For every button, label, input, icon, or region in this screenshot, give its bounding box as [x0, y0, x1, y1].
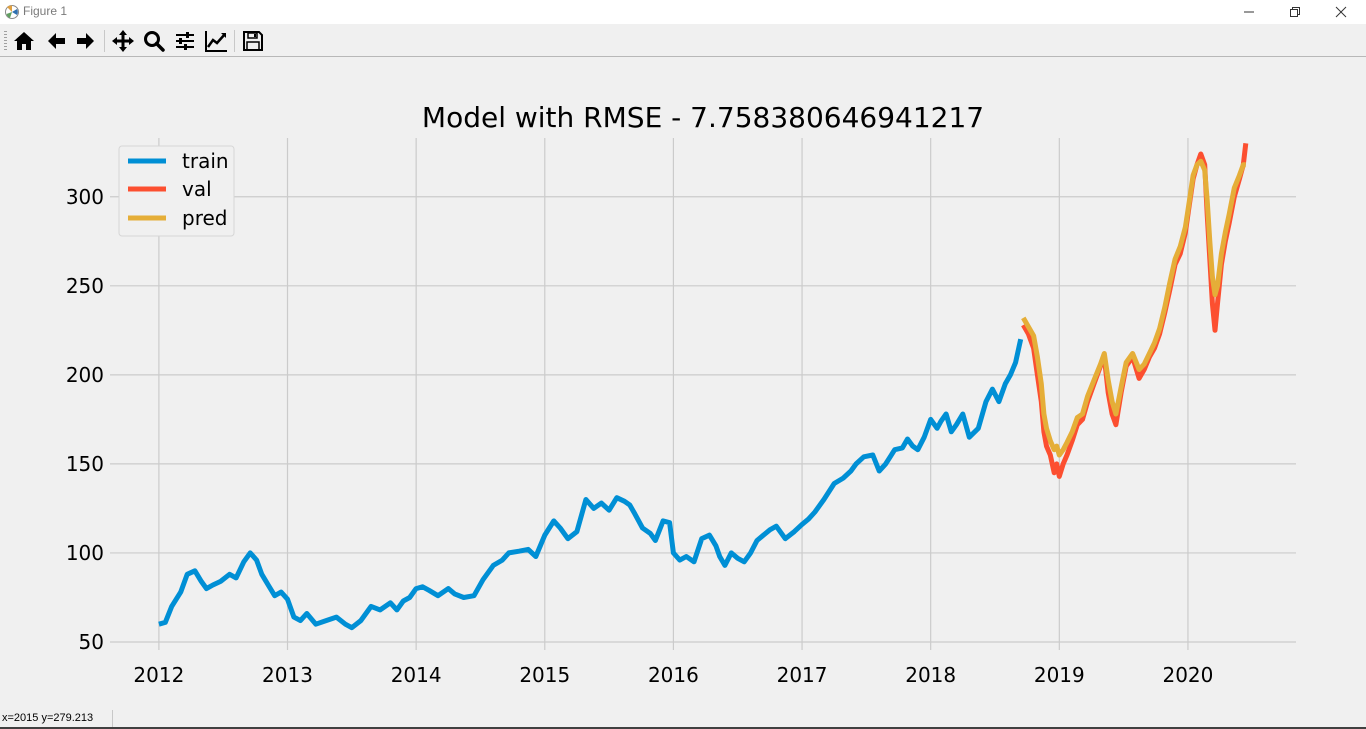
- data-series: [158, 143, 1249, 631]
- legend-label-train: train: [182, 149, 229, 173]
- series-line-val: [1021, 143, 1249, 479]
- chart-title: Model with RMSE - 7.758380646941217: [422, 101, 984, 134]
- y-tick-label: 100: [66, 541, 104, 565]
- maximize-icon: [1290, 7, 1300, 17]
- home-icon: [14, 32, 34, 50]
- x-tick-label: 2018: [905, 663, 956, 687]
- save-button[interactable]: [240, 28, 266, 54]
- x-tick-label: 2017: [777, 663, 828, 687]
- back-button[interactable]: [43, 28, 69, 54]
- close-button[interactable]: [1318, 0, 1364, 24]
- status-bar: x=2015 y=279.213: [0, 708, 1366, 729]
- toolbar-separator: [104, 30, 105, 52]
- y-tick-label: 50: [79, 630, 104, 654]
- edit-axis-button[interactable]: [203, 28, 229, 54]
- x-tick-label: 2012: [133, 663, 184, 687]
- maximize-button[interactable]: [1272, 0, 1318, 24]
- forward-button[interactable]: [73, 28, 99, 54]
- toolbar-separator: [234, 30, 235, 52]
- configure-subplots-button[interactable]: [172, 28, 198, 54]
- edit-axis-line-icon: [205, 31, 227, 52]
- status-separator: [112, 710, 113, 727]
- series-line-pred: [1021, 158, 1246, 458]
- minimize-button[interactable]: [1226, 0, 1272, 24]
- axis-ticks: 2012 2013 2014 2015 2016 2017 2018 2019 2020 50 10…: [66, 185, 1214, 687]
- x-tick-label: 2015: [519, 663, 570, 687]
- window-title-bar: Figure 1: [0, 0, 1366, 24]
- x-tick-label: 2020: [1162, 663, 1213, 687]
- x-tick-label: 2016: [648, 663, 699, 687]
- pan-button[interactable]: [110, 28, 136, 54]
- series-line-train: [158, 338, 1024, 631]
- close-icon: [1335, 6, 1347, 18]
- pan-move-icon: [112, 30, 134, 52]
- window-title: Figure 1: [23, 4, 68, 18]
- y-tick-label: 300: [66, 185, 104, 209]
- navigation-toolbar: [0, 24, 1366, 57]
- home-button[interactable]: [11, 28, 37, 54]
- zoom-magnifier-icon: [144, 31, 165, 52]
- zoom-button[interactable]: [141, 28, 167, 54]
- subplots-sliders-icon: [176, 32, 194, 50]
- save-floppy-icon: [243, 31, 263, 51]
- matplotlib-app-icon: [4, 4, 20, 20]
- legend-label-val: val: [182, 177, 212, 201]
- legend-box: [118, 145, 235, 237]
- cursor-coordinates: x=2015 y=279.213: [2, 712, 94, 724]
- x-tick-label: 2019: [1034, 663, 1085, 687]
- line-chart: 2012 2013 2014 2015 2016 2017 2018 2019 2020 50 10…: [66, 101, 1296, 687]
- y-tick-label: 250: [66, 274, 104, 298]
- minimize-icon: [1244, 11, 1254, 13]
- y-tick-label: 150: [66, 452, 104, 476]
- window-bottom-border: [0, 727, 1366, 729]
- legend-label-pred: pred: [182, 206, 227, 230]
- chart-legend: train val pred: [118, 145, 235, 237]
- x-tick-label: 2013: [262, 663, 313, 687]
- figure-canvas[interactable]: 2012 2013 2014 2015 2016 2017 2018 2019 2020 50 10…: [0, 58, 1366, 708]
- x-tick-label: 2014: [391, 663, 442, 687]
- forward-arrow-icon: [77, 33, 94, 49]
- back-arrow-icon: [48, 33, 65, 49]
- y-tick-label: 200: [66, 363, 104, 387]
- toolbar-grip: [4, 31, 7, 51]
